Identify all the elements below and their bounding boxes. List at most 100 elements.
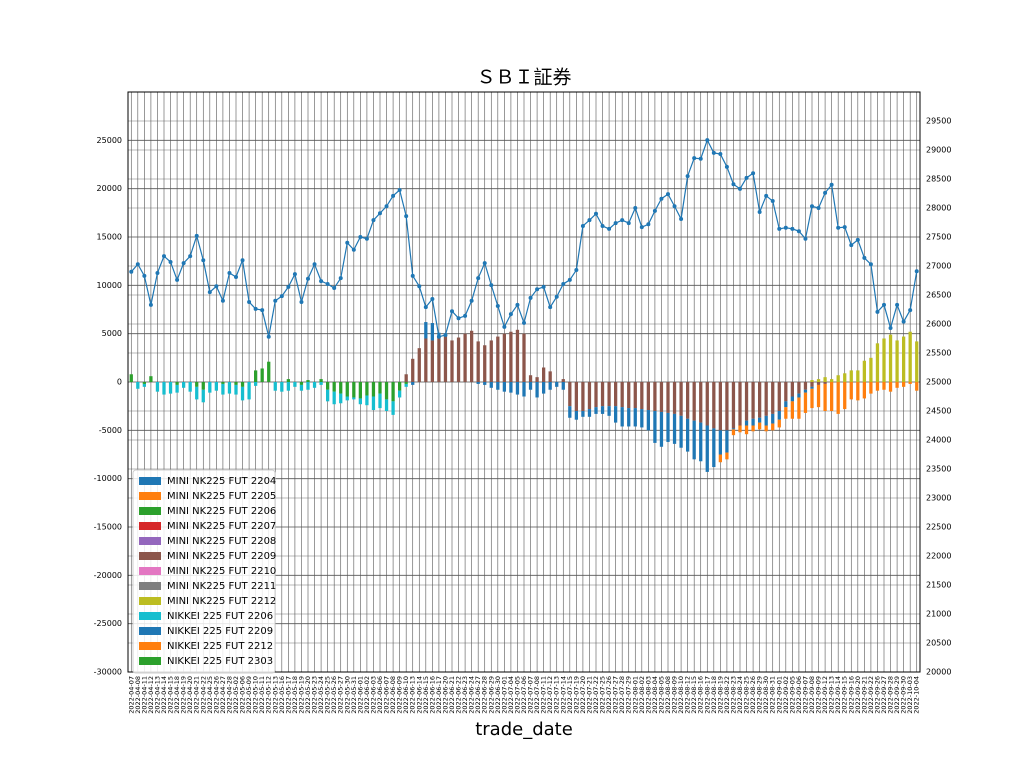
y-tick-label: -5000	[99, 426, 122, 435]
y2-tick-label: 28500	[926, 175, 951, 184]
x-tick-label: 2022-07-01	[500, 676, 508, 714]
price-point	[718, 152, 723, 157]
bar	[771, 423, 775, 431]
bar	[555, 382, 559, 387]
price-point	[868, 262, 873, 267]
price-point	[332, 286, 337, 291]
y2-tick-label: 21000	[926, 610, 951, 619]
bar	[803, 389, 808, 393]
legend-swatch	[139, 477, 161, 485]
bar	[908, 331, 912, 382]
x-tick-label: 2022-09-08	[808, 676, 816, 714]
bar	[378, 393, 382, 409]
bar	[856, 382, 860, 401]
price-point	[522, 320, 526, 325]
bar	[810, 388, 814, 409]
x-tick-label: 2022-08-16	[697, 676, 705, 714]
price-point	[626, 221, 631, 226]
bar	[515, 329, 520, 382]
y-tick-label: 25000	[97, 136, 122, 145]
price-point	[135, 262, 140, 267]
x-tick-label: 2022-06-01	[356, 676, 364, 714]
bar	[175, 384, 179, 393]
bar	[718, 382, 722, 431]
x-tick-label: 2022-09-30	[900, 676, 908, 714]
bar	[502, 333, 506, 382]
x-tick-label: 2022-05-02	[232, 676, 240, 714]
bar	[607, 382, 611, 407]
price-point	[148, 302, 153, 307]
x-tick-label: 2022-05-20	[304, 676, 312, 714]
price-point	[672, 204, 677, 209]
bar	[535, 377, 539, 382]
bar	[653, 411, 657, 443]
bar	[679, 382, 683, 416]
bar	[561, 379, 565, 382]
price-point	[803, 236, 808, 241]
legend-label: MINI NK225 FUT 2205	[167, 491, 276, 502]
bar	[522, 333, 526, 382]
x-tick-label: 2022-06-17	[435, 676, 443, 714]
bar	[149, 376, 153, 382]
x-tick-label: 2022-04-08	[134, 676, 142, 714]
bar	[195, 386, 199, 400]
price-point	[580, 223, 585, 228]
bar	[830, 382, 834, 411]
bar	[672, 413, 677, 444]
price-point	[489, 283, 494, 288]
x-tick-label: 2022-08-04	[651, 676, 659, 714]
x-axis-label: trade_date	[475, 719, 573, 740]
bar	[587, 382, 592, 410]
bar	[391, 382, 395, 402]
y2-tick-label: 20000	[926, 668, 951, 677]
y-tick-label: -25000	[94, 619, 122, 628]
bar	[411, 358, 415, 382]
bar	[280, 382, 284, 392]
price-point	[613, 221, 618, 226]
price-point	[319, 279, 324, 284]
x-tick-label: 2022-07-26	[605, 676, 613, 714]
bar	[214, 382, 218, 391]
y2-tick-label: 21500	[926, 581, 951, 590]
bar	[816, 379, 821, 382]
legend-label: MINI NK225 FUT 2206	[167, 506, 276, 517]
x-tick-label: 2022-05-12	[265, 676, 273, 714]
bar	[254, 382, 258, 386]
legend-label: NIKKEI 225 FUT 2303	[167, 656, 273, 667]
price-point	[829, 182, 834, 187]
legend-label: MINI NK225 FUT 2210	[167, 566, 276, 577]
x-tick-label: 2022-05-06	[239, 676, 247, 714]
y-tick-label: 10000	[97, 281, 122, 290]
bar	[830, 379, 834, 382]
price-point	[155, 270, 160, 275]
price-point	[384, 204, 389, 209]
legend-label: MINI NK225 FUT 2211	[167, 581, 276, 592]
bar	[803, 382, 808, 390]
x-tick-label: 2022-06-07	[383, 676, 391, 714]
bar	[404, 382, 408, 384]
x-tick-label: 2022-06-30	[494, 676, 502, 714]
x-tick-label: 2022-08-22	[723, 676, 731, 714]
x-tick-label: 2022-05-19	[297, 676, 305, 714]
price-point	[502, 324, 507, 329]
bar	[869, 357, 873, 382]
price-point	[325, 281, 330, 286]
bar	[430, 323, 434, 341]
price-point	[292, 272, 297, 277]
legend-label: NIKKEI 225 FUT 2206	[167, 611, 273, 622]
bar	[725, 430, 729, 453]
price-point	[652, 208, 657, 213]
bar	[476, 382, 480, 384]
bar	[614, 382, 618, 407]
marks	[129, 138, 919, 472]
bar	[542, 367, 546, 382]
x-tick-label: 2022-08-31	[769, 676, 777, 714]
bar	[489, 340, 493, 382]
x-tick-label: 2022-09-22	[867, 676, 875, 714]
y2-tick-label: 23000	[926, 494, 951, 503]
price-point	[849, 243, 854, 248]
price-point	[816, 206, 821, 210]
x-tick-label: 2022-08-05	[657, 676, 665, 714]
price-point	[469, 298, 474, 303]
